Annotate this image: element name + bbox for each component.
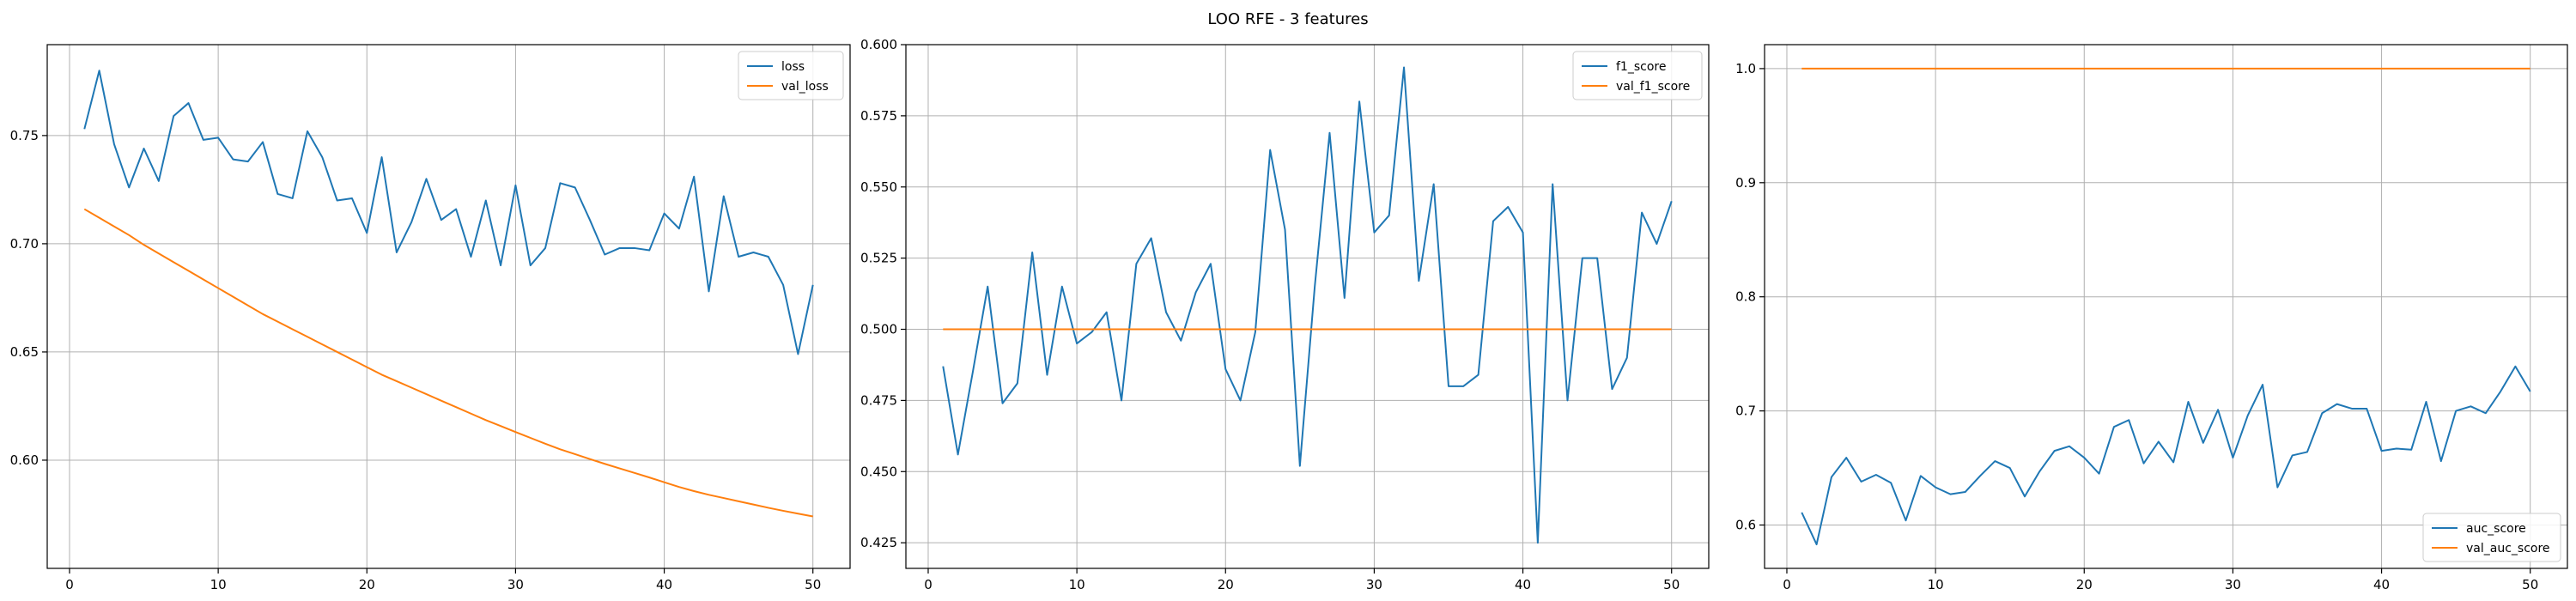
axes-frame [1764, 44, 2568, 569]
y-tick-label: 0.70 [10, 236, 39, 252]
legend: auc_score val_auc_score [2422, 513, 2561, 562]
y-tick-label: 0.600 [860, 37, 897, 52]
x-tick-label: 20 [2076, 577, 2093, 592]
y-tick-label: 0.65 [10, 344, 39, 360]
x-tick-label: 0 [924, 577, 933, 592]
legend-box [2422, 513, 2561, 562]
y-tick-label: 0.6 [1735, 517, 1756, 532]
x-tick-label: 0 [65, 577, 74, 592]
y-tick-label: 0.9 [1735, 175, 1756, 191]
y-tick-label: 0.8 [1735, 289, 1756, 305]
x-tick-label: 30 [1366, 577, 1382, 592]
y-tick-label: 0.475 [860, 392, 897, 408]
legend: f1_score val_f1_score [1572, 51, 1703, 100]
legend-label-val-f1-score: val_f1_score [1616, 80, 1690, 94]
x-tick-label: 10 [210, 577, 227, 592]
x-tick-label: 30 [507, 577, 524, 592]
series-line-loss [83, 70, 814, 355]
y-tick-label: 0.575 [860, 108, 897, 124]
x-tick-label: 20 [359, 577, 375, 592]
x-tick-label: 10 [1069, 577, 1085, 592]
legend-label-val-loss: val_loss [781, 80, 829, 94]
series-line-auc-score [1801, 365, 2531, 546]
legend-label-loss: loss [781, 60, 805, 74]
x-tick-label: 50 [805, 577, 821, 592]
x-tick-label: 40 [1515, 577, 1531, 592]
loss-panel: 0 10 20 30 40 50 0.60 0.65 0.70 0.75 loss val_loss [10, 44, 851, 592]
x-tick-label: 50 [2522, 577, 2538, 592]
x-tick-label: 40 [656, 577, 672, 592]
series-line-f1-score [942, 66, 1673, 544]
y-tick-label: 0.75 [10, 128, 39, 143]
legend-label-f1-score: f1_score [1616, 60, 1666, 74]
x-tick-label: 50 [1663, 577, 1680, 592]
auc-score-panel: 0 10 20 30 40 50 0.6 0.7 0.8 0.9 1.0 auc_score val_a… [1735, 44, 2568, 592]
x-tick-label: 20 [1218, 577, 1234, 592]
legend-box [1572, 51, 1703, 100]
y-tick-label: 0.425 [860, 535, 897, 550]
series-line-val-loss [83, 208, 813, 518]
f1-score-panel: 0 10 20 30 40 50 0.425 0.450 0.475 0.500 0.525 0.55… [860, 37, 1710, 592]
x-tick-label: 40 [2373, 577, 2390, 592]
x-tick-label: 30 [2225, 577, 2241, 592]
legend-label-auc-score: auc_score [2466, 522, 2526, 536]
legend-label-val-auc-score: val_auc_score [2466, 542, 2550, 555]
y-tick-label: 1.0 [1735, 61, 1756, 76]
legend: loss val_loss [738, 51, 844, 100]
axes-frame [905, 44, 1710, 569]
y-tick-label: 0.7 [1735, 404, 1756, 419]
x-tick-label: 0 [1783, 577, 1791, 592]
axes-frame [46, 44, 851, 569]
y-tick-label: 0.60 [10, 452, 39, 468]
figure-title: LOO RFE - 3 features [1207, 10, 1369, 28]
y-tick-label: 0.500 [860, 322, 897, 337]
y-tick-label: 0.550 [860, 179, 897, 195]
y-tick-label: 0.525 [860, 251, 897, 266]
legend-box [738, 51, 844, 100]
x-tick-label: 10 [1928, 577, 1944, 592]
y-tick-label: 0.450 [860, 464, 897, 479]
